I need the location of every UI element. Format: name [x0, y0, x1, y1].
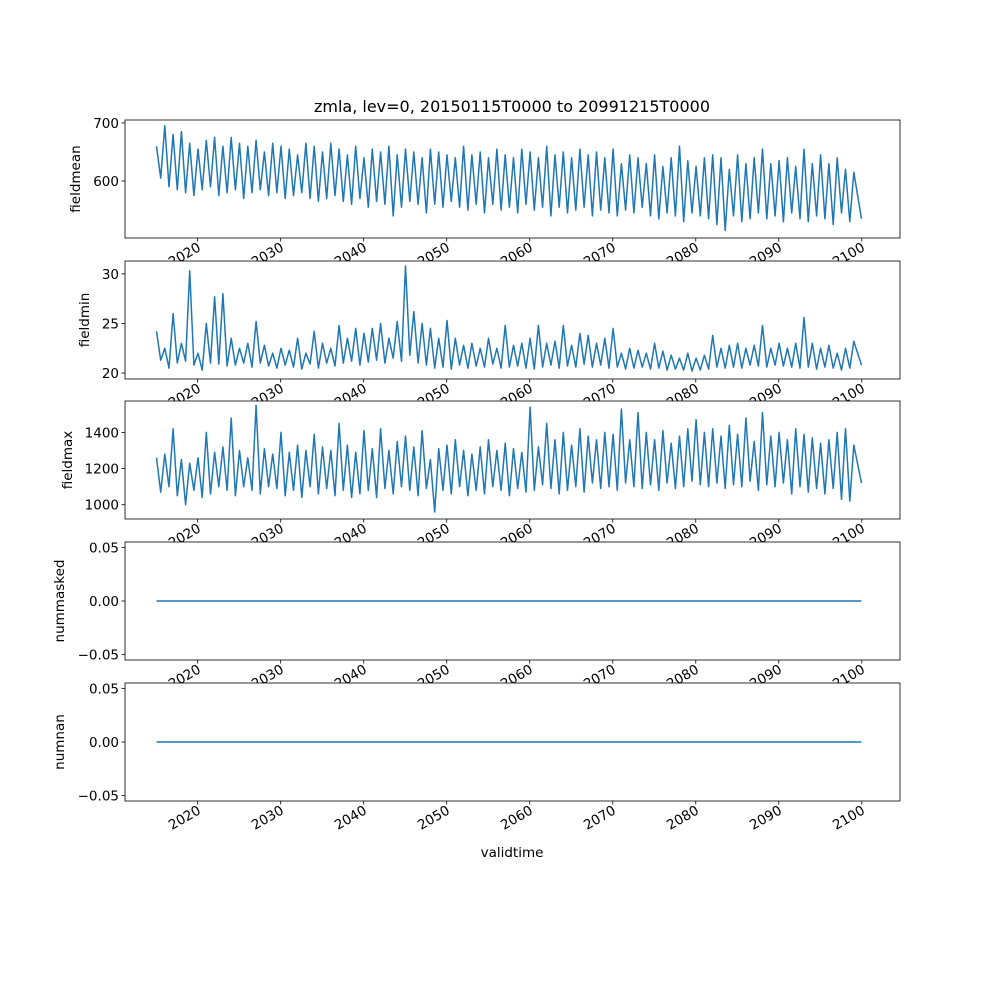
y-tick-label: 600: [93, 174, 119, 190]
series-line-fieldmax: [155, 404, 863, 513]
y-tick-label: −0.05: [78, 789, 119, 805]
y-tick-label: 0.05: [89, 540, 119, 556]
y-tick-label: 20: [102, 366, 119, 382]
plot-area: [125, 120, 900, 238]
axes-frame: [124, 260, 901, 380]
axes-frame: [124, 400, 901, 520]
y-axis-label: fieldmax: [60, 431, 76, 490]
y-axis-label: fieldmean: [68, 145, 84, 212]
y-axis-label: fieldmin: [77, 293, 93, 348]
axes-frame: [124, 119, 901, 239]
plot-area: [125, 261, 900, 379]
x-axis-label: validtime: [481, 845, 544, 861]
y-tick-label: 1400: [85, 425, 119, 441]
y-tick-label: 0.00: [89, 735, 119, 751]
y-tick-label: 25: [102, 316, 119, 332]
series-line-fieldmin: [155, 265, 863, 372]
y-tick-label: 0.05: [89, 681, 119, 697]
y-tick-label: 0.00: [89, 594, 119, 610]
chart-title: zmla, lev=0, 20150115T0000 to 20991215T0…: [314, 97, 710, 116]
y-axis-label: nummasked: [52, 560, 68, 643]
y-axis-label: numnan: [52, 714, 68, 770]
y-tick-label: −0.05: [78, 648, 119, 664]
series-line-fieldmean: [155, 125, 863, 232]
y-tick-label: 1200: [85, 462, 119, 478]
y-tick-label: 700: [93, 116, 119, 132]
y-tick-label: 1000: [85, 498, 119, 514]
y-tick-label: 30: [102, 267, 119, 283]
